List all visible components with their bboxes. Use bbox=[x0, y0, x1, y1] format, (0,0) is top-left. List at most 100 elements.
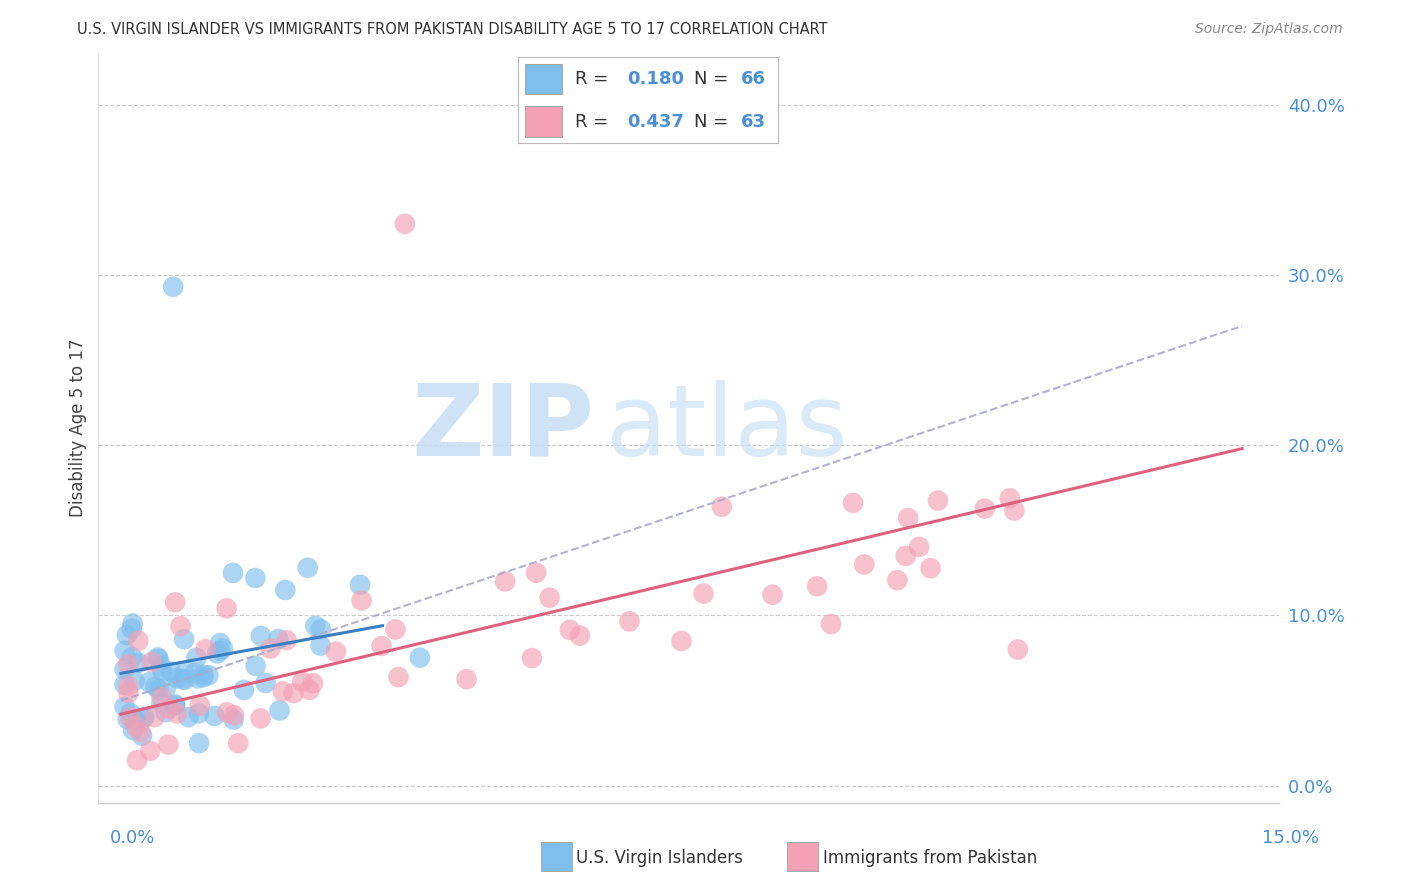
Point bbox=[160, 665, 183, 679]
Point bbox=[209, 636, 232, 650]
Point bbox=[692, 586, 714, 600]
Point bbox=[349, 578, 371, 592]
Point bbox=[215, 601, 238, 615]
Point bbox=[291, 674, 314, 689]
Point bbox=[568, 629, 591, 643]
Point bbox=[118, 710, 141, 724]
Point bbox=[202, 709, 225, 723]
Point bbox=[127, 633, 149, 648]
Text: 15.0%: 15.0% bbox=[1261, 829, 1319, 847]
Point bbox=[117, 686, 139, 700]
Point bbox=[194, 642, 217, 657]
Point bbox=[125, 719, 148, 733]
Point bbox=[908, 540, 931, 554]
Point bbox=[267, 632, 290, 646]
Point bbox=[184, 665, 207, 680]
Point bbox=[222, 708, 245, 723]
Point bbox=[188, 698, 211, 713]
Point bbox=[157, 738, 180, 752]
Point bbox=[897, 511, 920, 525]
Point bbox=[297, 561, 319, 575]
Point bbox=[146, 650, 169, 665]
Point bbox=[920, 561, 942, 575]
Point bbox=[150, 665, 173, 679]
Point bbox=[173, 665, 195, 680]
Point bbox=[276, 633, 298, 648]
Point bbox=[325, 645, 347, 659]
Point bbox=[121, 616, 143, 631]
Point bbox=[274, 582, 297, 597]
Point bbox=[125, 753, 148, 767]
Point bbox=[155, 705, 177, 719]
Point bbox=[806, 579, 828, 593]
Point bbox=[197, 668, 219, 682]
Text: Source: ZipAtlas.com: Source: ZipAtlas.com bbox=[1195, 22, 1343, 37]
Point bbox=[132, 711, 155, 725]
Point bbox=[350, 593, 373, 607]
Point bbox=[157, 702, 180, 716]
Point bbox=[283, 686, 305, 700]
Point bbox=[387, 670, 409, 684]
Point bbox=[309, 639, 332, 653]
Point bbox=[121, 650, 143, 665]
Point bbox=[166, 706, 188, 721]
Point bbox=[121, 622, 143, 636]
Point bbox=[494, 574, 516, 589]
Point bbox=[148, 652, 170, 666]
Point bbox=[209, 644, 232, 658]
Point bbox=[148, 682, 170, 697]
Point bbox=[166, 671, 188, 685]
Point bbox=[524, 566, 547, 580]
Point bbox=[226, 736, 249, 750]
Point bbox=[456, 672, 478, 686]
Point bbox=[409, 650, 432, 665]
Point bbox=[886, 573, 908, 587]
Point bbox=[298, 683, 321, 698]
Point bbox=[129, 725, 152, 739]
Text: U.S. Virgin Islanders: U.S. Virgin Islanders bbox=[576, 849, 744, 867]
Point bbox=[217, 706, 239, 720]
Point bbox=[193, 670, 215, 684]
Point bbox=[309, 622, 332, 636]
Point bbox=[122, 723, 145, 737]
Point bbox=[172, 673, 194, 687]
Point bbox=[120, 706, 142, 721]
Point bbox=[558, 623, 581, 637]
Point bbox=[163, 698, 186, 713]
Point bbox=[188, 736, 211, 750]
Point bbox=[150, 660, 173, 674]
Point bbox=[245, 659, 267, 673]
Point bbox=[186, 650, 208, 665]
Point bbox=[211, 641, 233, 656]
Point bbox=[249, 629, 271, 643]
Point bbox=[370, 639, 392, 653]
Point bbox=[134, 710, 156, 724]
Point bbox=[245, 571, 267, 585]
Point bbox=[193, 668, 215, 682]
Point bbox=[114, 662, 136, 676]
Point bbox=[145, 680, 167, 694]
Point bbox=[117, 657, 139, 672]
Point bbox=[304, 619, 326, 633]
Text: ZIP: ZIP bbox=[412, 380, 595, 476]
Text: Immigrants from Pakistan: Immigrants from Pakistan bbox=[823, 849, 1036, 867]
Point bbox=[520, 651, 543, 665]
Point bbox=[115, 628, 138, 642]
Point bbox=[150, 690, 173, 705]
Point bbox=[842, 496, 865, 510]
Point bbox=[1002, 503, 1025, 517]
Text: atlas: atlas bbox=[606, 380, 848, 476]
Point bbox=[165, 698, 187, 712]
Point bbox=[761, 588, 783, 602]
Point bbox=[973, 501, 995, 516]
Point bbox=[222, 713, 245, 727]
Point bbox=[384, 623, 406, 637]
Point bbox=[117, 712, 139, 726]
Point bbox=[222, 566, 245, 580]
Point bbox=[927, 493, 949, 508]
Point bbox=[894, 549, 917, 563]
Point bbox=[128, 656, 150, 670]
Point bbox=[302, 676, 325, 690]
Point bbox=[259, 641, 281, 656]
Point bbox=[131, 729, 153, 743]
